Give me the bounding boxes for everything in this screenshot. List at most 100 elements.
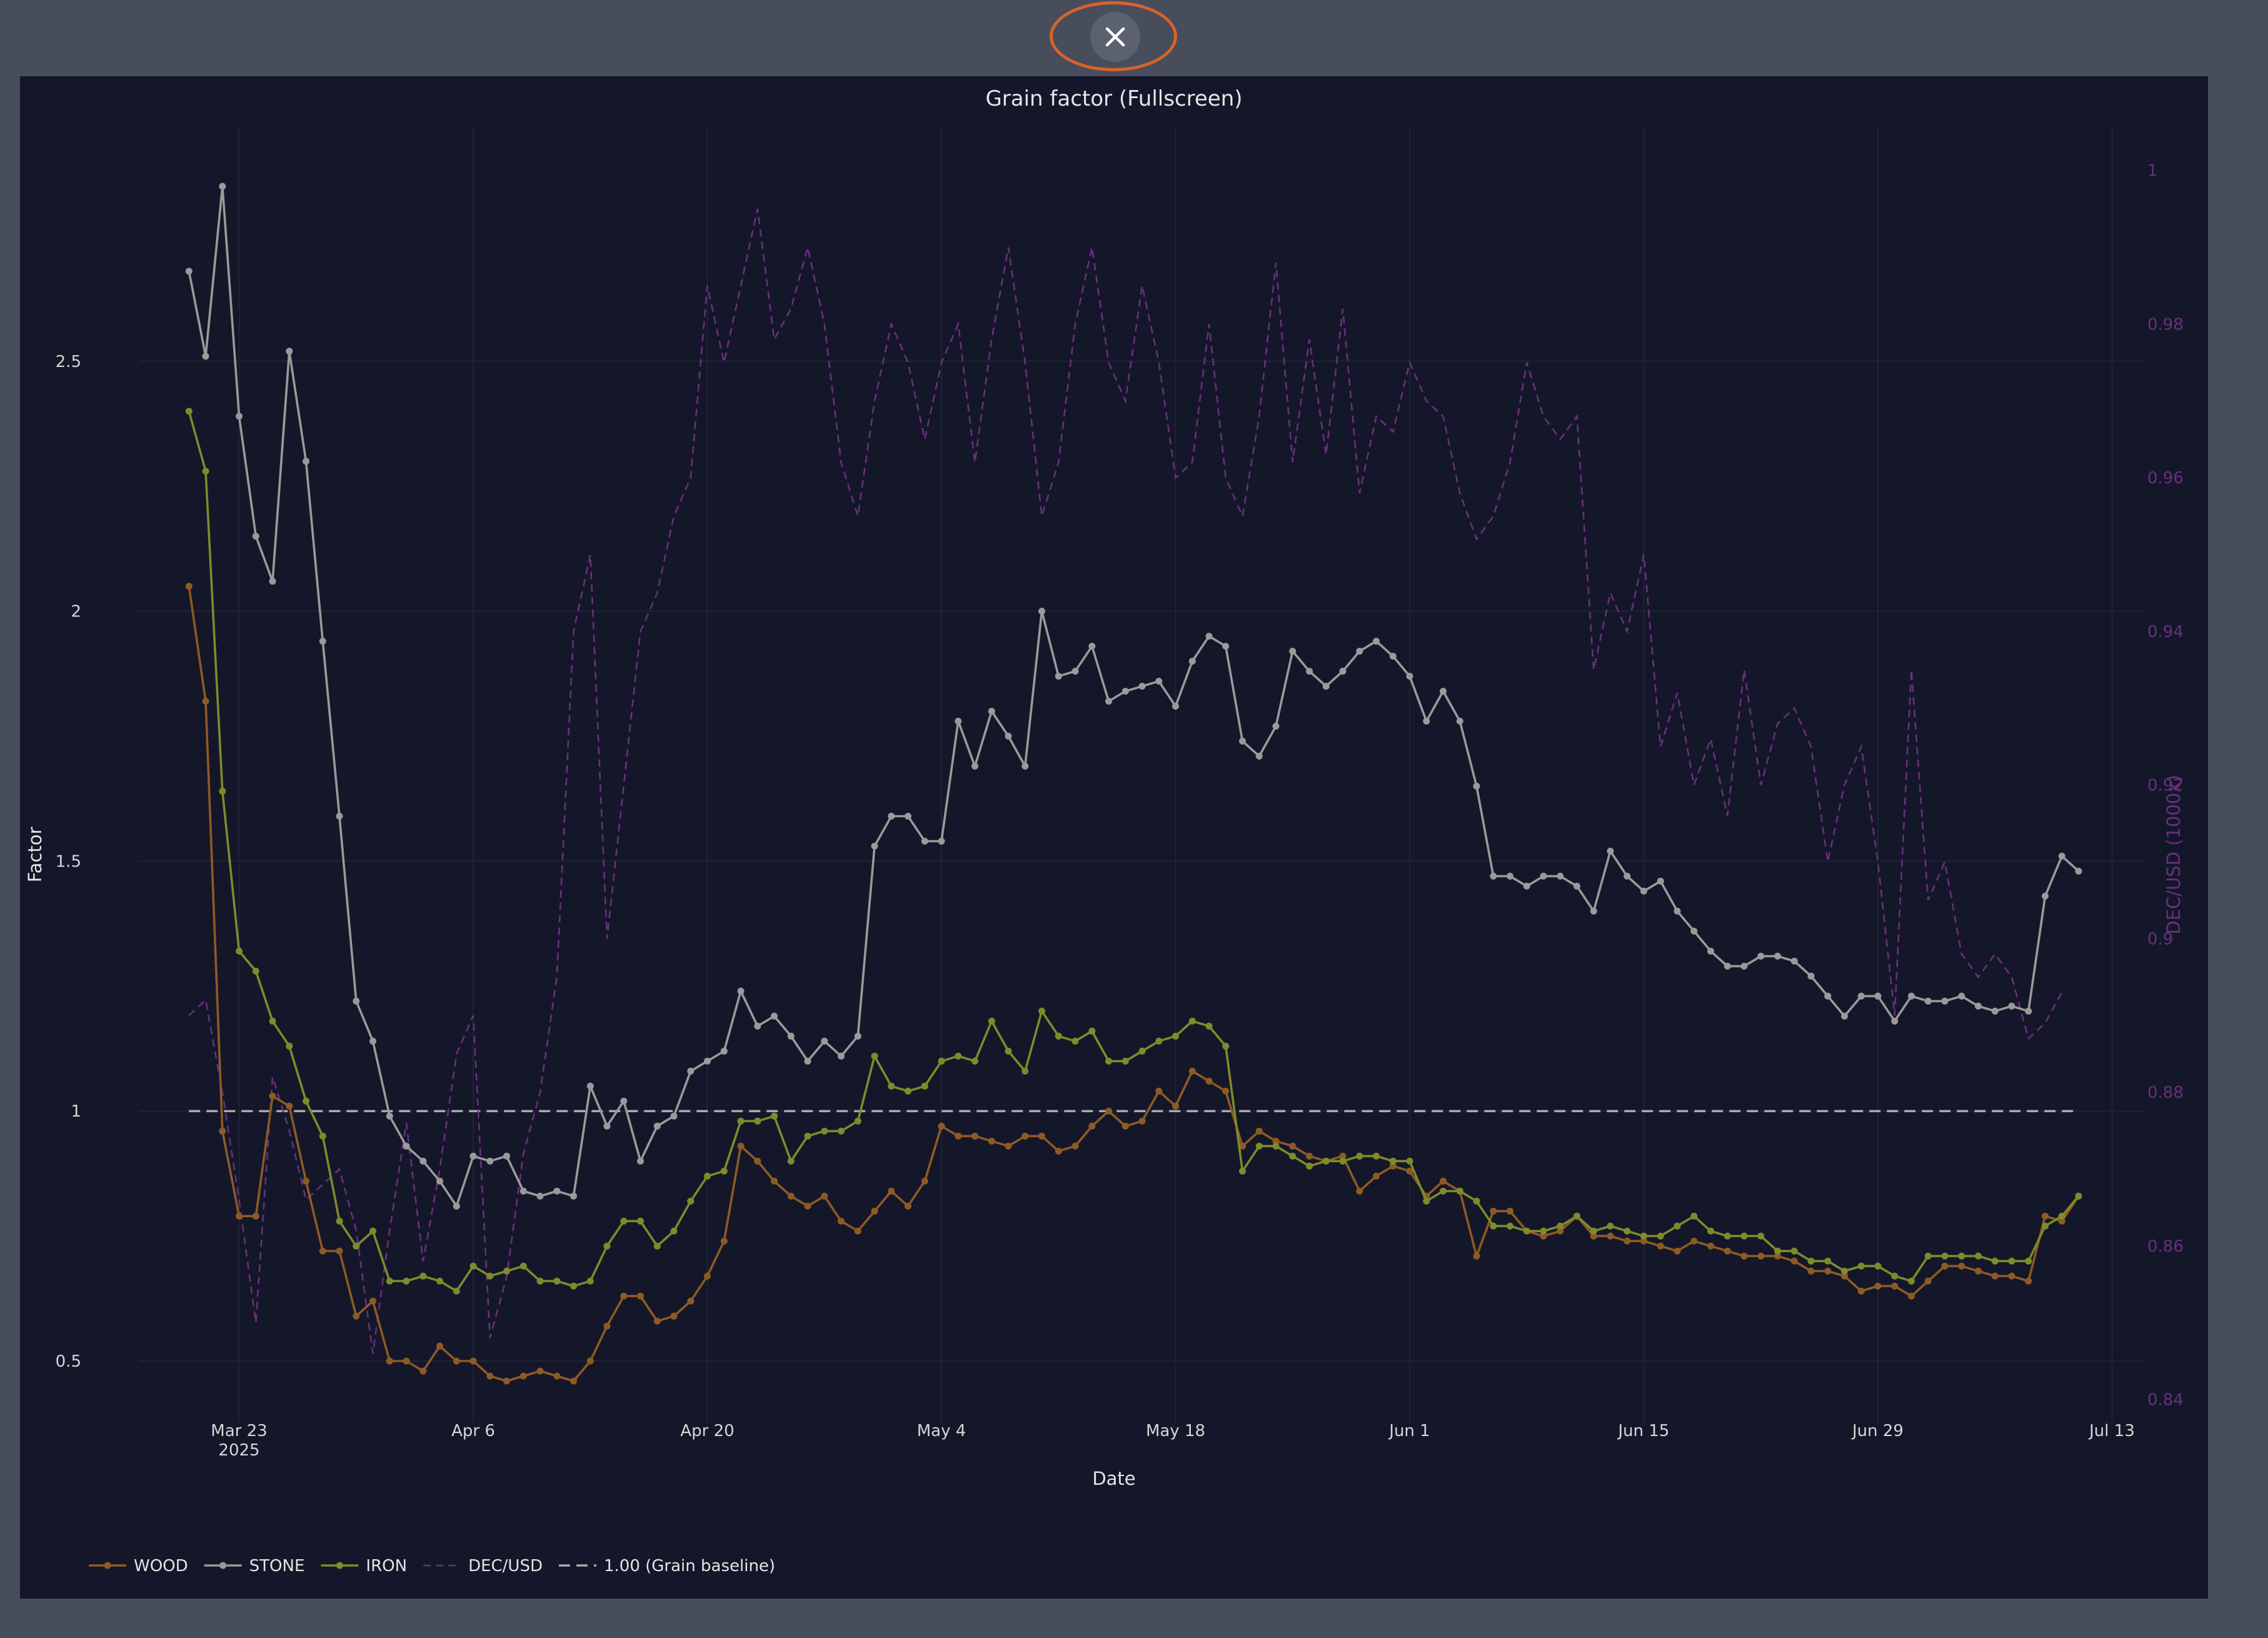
wood-data-point	[988, 1137, 995, 1145]
y-tick-label: 1.5	[56, 852, 81, 871]
legend-item-stone[interactable]: STONE	[204, 1557, 305, 1575]
wood-data-point	[403, 1357, 410, 1365]
stone-data-point	[1891, 1017, 1899, 1025]
stone-data-point	[2058, 852, 2065, 860]
stone-data-point	[854, 1032, 861, 1040]
wood-data-point	[1071, 1142, 1079, 1150]
iron-data-point	[1673, 1222, 1681, 1230]
legend-item-dec-usd[interactable]: DEC/USD	[423, 1557, 543, 1575]
legend-label: 1.00 (Grain baseline)	[604, 1557, 775, 1575]
x-tick-label: Mar 23	[211, 1422, 267, 1440]
wood-data-point	[653, 1317, 661, 1325]
iron-data-point	[1640, 1232, 1647, 1240]
stone-data-point	[687, 1067, 695, 1075]
stone-data-point	[286, 348, 293, 355]
wood-data-point	[905, 1202, 911, 1210]
wood-data-point	[854, 1227, 861, 1235]
stone-data-point	[202, 353, 209, 360]
x-tick-label: Jun 29	[1851, 1422, 1904, 1440]
wood-data-point	[1440, 1177, 1447, 1185]
x-tick-label: Jun 15	[1617, 1422, 1670, 1440]
iron-data-point	[1322, 1157, 1330, 1165]
wood-data-point	[1272, 1137, 1280, 1145]
iron-data-point	[303, 1097, 309, 1105]
stone-data-point	[1473, 783, 1480, 790]
stone-data-point	[219, 183, 226, 190]
stone-data-point	[771, 1012, 778, 1020]
wood-data-point	[1339, 1152, 1347, 1160]
iron-data-point	[603, 1242, 611, 1250]
iron-data-point	[1205, 1022, 1213, 1030]
wood-data-point	[1055, 1147, 1062, 1155]
wood-data-point	[586, 1357, 594, 1365]
iron-data-point	[637, 1217, 644, 1225]
wood-data-point	[1406, 1167, 1413, 1175]
stone-data-point	[670, 1112, 678, 1120]
wood-data-point	[2042, 1212, 2049, 1220]
x-tick-label: May 18	[1146, 1422, 1205, 1440]
stone-data-point	[1707, 947, 1714, 955]
stone-data-point	[369, 1037, 376, 1045]
stone-data-point	[1038, 608, 1045, 615]
iron-data-point	[1908, 1277, 1915, 1285]
stone-data-point	[1021, 763, 1029, 770]
wood-data-point	[871, 1207, 878, 1215]
iron-data-point	[905, 1087, 911, 1095]
stone-data-point	[553, 1187, 561, 1195]
y2-tick-label: 1	[2147, 162, 2158, 181]
wood-data-point	[821, 1192, 828, 1200]
stone-data-point	[1523, 882, 1530, 890]
wood-data-point	[2025, 1277, 2032, 1285]
wood-data-point	[1891, 1282, 1899, 1290]
wood-data-point	[737, 1142, 745, 1150]
stone-data-point	[503, 1152, 510, 1160]
iron-data-point	[871, 1052, 878, 1060]
wood-data-point	[1975, 1267, 1982, 1275]
iron-data-point	[1021, 1067, 1029, 1075]
iron-data-point	[1623, 1227, 1631, 1235]
iron-data-point	[2075, 1192, 2082, 1200]
wood-data-point	[1389, 1162, 1397, 1170]
wood-data-point	[955, 1132, 962, 1140]
iron-data-point	[1306, 1162, 1313, 1170]
iron-data-point	[1339, 1157, 1347, 1165]
stone-data-point	[1958, 992, 1965, 1000]
stone-data-point	[486, 1157, 494, 1165]
stone-data-point	[1255, 753, 1263, 760]
iron-data-point	[1857, 1262, 1865, 1270]
x-tick-label: Apr 20	[680, 1422, 734, 1440]
stone-data-point	[2008, 1002, 2015, 1010]
y2-tick-label: 0.84	[2147, 1391, 2184, 1410]
stone-data-point	[955, 718, 962, 725]
iron-data-point	[854, 1117, 861, 1125]
iron-data-point	[1690, 1212, 1698, 1220]
legend-item-wood[interactable]: WOOD	[89, 1557, 188, 1575]
wood-data-point	[1740, 1252, 1748, 1260]
wood-data-point	[1607, 1232, 1614, 1240]
legend-item-iron[interactable]: IRON	[321, 1557, 407, 1575]
wood-data-point	[787, 1192, 795, 1200]
wood-data-point	[704, 1272, 711, 1280]
iron-data-point	[1975, 1252, 1982, 1260]
stone-data-point	[1724, 962, 1731, 970]
iron-data-point	[1389, 1157, 1397, 1165]
iron-data-point	[1774, 1247, 1781, 1255]
close-button[interactable]	[1090, 12, 1140, 62]
iron-data-point	[1138, 1047, 1146, 1055]
legend-item-1-00-grain-baseline-[interactable]: 1.00 (Grain baseline)	[558, 1557, 775, 1575]
stone-data-point	[1824, 992, 1832, 1000]
wood-data-point	[620, 1292, 628, 1300]
iron-data-point	[2008, 1257, 2015, 1265]
stone-data-point	[1857, 992, 1865, 1000]
legend-label: STONE	[249, 1557, 305, 1575]
iron-data-point	[1356, 1152, 1363, 1160]
iron-data-point	[2042, 1222, 2049, 1230]
stone-data-point	[1239, 738, 1246, 745]
iron-data-point	[1941, 1252, 1949, 1260]
stone-data-point	[1790, 957, 1798, 965]
iron-data-point	[1740, 1232, 1748, 1240]
iron-data-point	[771, 1112, 778, 1120]
wood-data-point	[252, 1212, 259, 1220]
wood-data-point	[971, 1132, 978, 1140]
iron-data-point	[653, 1242, 661, 1250]
